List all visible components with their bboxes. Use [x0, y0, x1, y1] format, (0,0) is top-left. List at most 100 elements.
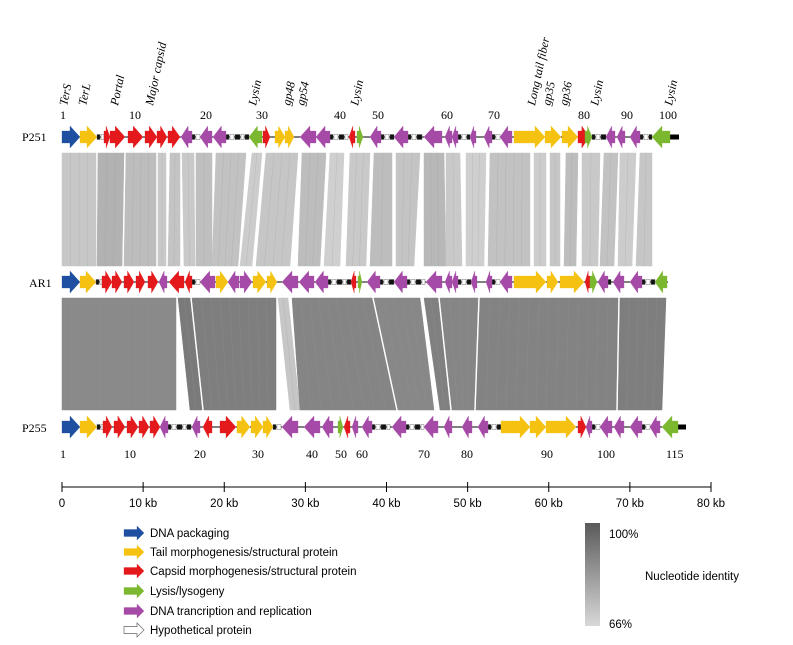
hypothetical-gene-mark — [176, 424, 183, 430]
legend-swatch — [123, 603, 145, 619]
legend-swatch — [123, 544, 145, 560]
hypothetical-gene-mark — [409, 424, 415, 430]
gene-number: 30 — [252, 447, 264, 461]
legend-label: Capsid morphogenesis/structural protein — [150, 566, 356, 578]
gene-number: 90 — [541, 447, 553, 461]
gene-label-lysin-1: Lysin — [245, 79, 264, 108]
gene-arrow — [167, 125, 181, 149]
identity-stripe — [595, 297, 599, 411]
hypothetical-gene-mark — [375, 424, 381, 430]
gene-label-lysin-3: Lysin — [587, 79, 606, 108]
gene-number: 50 — [372, 108, 384, 122]
gene-arrow — [661, 415, 679, 439]
gene-arrow — [584, 125, 593, 149]
identity-ribbon — [395, 152, 421, 267]
gene-label-major-capsid: Major capsid — [142, 40, 169, 108]
gene-number: 100 — [659, 108, 677, 122]
gene-arrow — [461, 415, 473, 439]
identity-stripe — [318, 297, 333, 411]
identity-stripe — [644, 297, 648, 411]
hypothetical-gene-mark — [466, 134, 471, 140]
gene-arrow — [393, 270, 408, 294]
gene-arrow — [597, 270, 609, 294]
identity-stripe — [224, 152, 232, 267]
hypothetical-gene-mark — [338, 134, 345, 140]
identity-ribbon — [323, 152, 345, 267]
gene-arrow — [546, 270, 559, 294]
identity-stripe — [187, 152, 190, 267]
legend-label: Hypothetical protein — [150, 625, 252, 637]
identity-ribbon — [487, 152, 531, 267]
gene-label-gp35: gp35 — [539, 80, 558, 106]
gene-arrow — [369, 125, 382, 149]
gene-arrow — [649, 415, 661, 439]
hypothetical-gene-mark — [167, 424, 172, 430]
gene-arrow — [577, 415, 587, 439]
gene-arrow — [262, 415, 274, 439]
identity-ribbons-ar1-p255 — [61, 297, 667, 411]
hypothetical-gene-mark — [100, 424, 104, 430]
top-gene-numbers: 1 10 20 30 40 50 60 70 80 90 100 — [60, 108, 677, 122]
legend-label: Lysis/lysogeny — [150, 586, 225, 598]
gene-arrow — [343, 415, 351, 439]
identity-ribbon — [211, 152, 247, 267]
identity-ribbon — [373, 297, 435, 411]
hypothetical-gene-mark — [336, 279, 343, 285]
kb-axis-tick-label: 80 kb — [697, 498, 725, 510]
gene-arrow — [109, 125, 126, 149]
identity-ribbon — [181, 152, 196, 267]
gene-arrow — [425, 270, 443, 294]
genome-end-block — [670, 134, 679, 140]
hypothetical-gene-mark — [645, 424, 651, 430]
identity-stripe — [452, 152, 455, 267]
gene-arrow — [227, 270, 240, 294]
hypothetical-gene-mark — [195, 134, 201, 140]
gene-arrow — [191, 415, 201, 439]
gene-arrow — [361, 415, 373, 439]
genome-label-p255: P255 — [22, 421, 47, 435]
hypothetical-gene-mark — [487, 424, 492, 430]
genome-label-p251: P251 — [22, 130, 47, 144]
bottom-gene-numbers: 1 10 20 30 40 50 60 70 80 90 100 115 — [60, 447, 684, 461]
hypothetical-gene-mark — [191, 279, 196, 285]
hypothetical-gene-mark — [100, 134, 105, 140]
hypothetical-gene-mark — [495, 134, 501, 140]
identity-stripe — [300, 297, 311, 411]
gene-arrow — [469, 125, 477, 149]
gene-arrow — [135, 270, 146, 294]
gene-arrow — [159, 415, 169, 439]
identity-min-label: 66% — [609, 619, 632, 631]
legend-swatch — [123, 525, 145, 541]
gene-arrow — [616, 125, 626, 149]
hypothetical-gene-mark — [410, 279, 416, 285]
gene-label-gp48: gp48 — [279, 80, 298, 106]
hypothetical-gene-mark — [380, 424, 387, 430]
identity-stripe — [635, 297, 639, 411]
gene-arrow — [500, 415, 531, 439]
gene-arrow — [483, 125, 493, 149]
gene-arrow — [499, 270, 513, 294]
legend-swatch — [123, 583, 145, 599]
hypothetical-gene-mark — [421, 279, 426, 285]
gene-arrow — [544, 125, 562, 149]
gene-number: 60 — [356, 447, 368, 461]
hypothetical-gene-mark — [411, 134, 417, 140]
hypothetical-gene-mark — [607, 279, 612, 285]
gene-arrow — [248, 125, 263, 149]
hypothetical-gene-mark — [191, 134, 196, 140]
legend-swatch — [123, 622, 145, 638]
identity-scale: 100% 66% Nucleotide identity — [585, 523, 739, 631]
hypothetical-gene-mark — [591, 134, 596, 140]
gene-arrow — [499, 125, 513, 149]
hypothetical-gene-mark — [379, 279, 384, 285]
identity-stripe — [585, 297, 589, 411]
hypothetical-gene-mark — [346, 279, 352, 285]
gene-number: 80 — [578, 108, 590, 122]
gene-arrow — [485, 270, 493, 294]
hypothetical-gene-mark — [96, 134, 101, 140]
gene-arrow — [147, 270, 159, 294]
identity-stripe — [354, 297, 375, 411]
gene-number: 40 — [306, 447, 318, 461]
gene-number: 20 — [200, 108, 212, 122]
hypothetical-gene-mark — [171, 424, 177, 430]
